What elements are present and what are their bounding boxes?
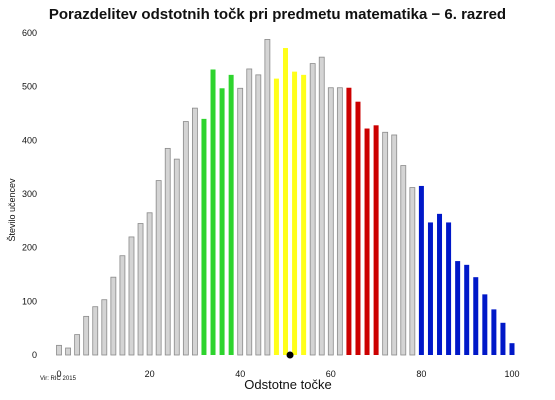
bar	[455, 261, 461, 355]
bar	[473, 277, 479, 355]
bar	[446, 222, 452, 355]
x-tick-label: 100	[504, 369, 519, 379]
bar	[128, 236, 135, 356]
bar	[65, 347, 71, 356]
y-axis-ticks: 0 100 200 300 400 500 600	[22, 28, 37, 360]
bar	[110, 276, 117, 356]
bar	[101, 299, 108, 356]
bar	[318, 56, 325, 356]
bar	[309, 63, 316, 356]
bar	[373, 125, 379, 355]
x-axis-title: Odstotne točke	[244, 377, 331, 392]
bar	[182, 121, 189, 356]
x-tick-label: 80	[416, 369, 426, 379]
bar	[427, 222, 433, 355]
bars-group	[56, 39, 515, 359]
bar	[246, 68, 253, 356]
x-axis-ticks: 0 20 40 60 80 100	[56, 369, 519, 379]
bar	[391, 134, 398, 356]
marker-dot	[286, 351, 294, 359]
chart-title: Porazdelitev odstotnih točk pri predmetu…	[48, 6, 507, 23]
bar	[155, 180, 162, 356]
bar	[437, 213, 443, 355]
y-tick-label: 300	[22, 189, 37, 199]
bar	[92, 306, 99, 356]
x-tick-label: 60	[326, 369, 336, 379]
bar	[327, 87, 334, 356]
bar	[264, 39, 271, 356]
bar	[464, 264, 470, 355]
bar	[292, 71, 298, 355]
bar	[364, 128, 370, 355]
bar	[400, 165, 407, 356]
bar	[228, 74, 234, 356]
bar	[56, 344, 62, 356]
bar	[482, 294, 488, 355]
bar	[409, 187, 416, 356]
bar	[418, 185, 424, 355]
y-tick-label: 600	[22, 28, 37, 38]
bar	[146, 212, 153, 356]
bar	[74, 334, 81, 356]
bar	[500, 322, 506, 355]
bar	[382, 131, 389, 356]
bar	[237, 87, 244, 356]
y-tick-label: 200	[22, 243, 37, 253]
y-tick-label: 400	[22, 135, 37, 145]
y-tick-label: 0	[32, 350, 37, 360]
y-tick-label: 100	[22, 296, 37, 306]
bar	[346, 87, 352, 356]
y-axis-title: Število učencev	[7, 178, 17, 242]
bar	[255, 74, 262, 356]
bar	[119, 255, 126, 356]
bar	[83, 315, 90, 356]
bar	[355, 101, 361, 355]
bar	[336, 87, 343, 356]
bar	[210, 69, 216, 356]
bar	[283, 48, 288, 355]
bar	[137, 223, 144, 356]
bar	[301, 74, 307, 356]
bar	[273, 78, 279, 356]
bar	[491, 309, 497, 355]
bar	[164, 147, 171, 356]
bar	[201, 118, 207, 356]
bar	[191, 107, 198, 356]
bar	[509, 343, 515, 355]
y-tick-label: 500	[22, 82, 37, 92]
x-tick-label: 0	[56, 369, 61, 379]
bar	[219, 88, 225, 355]
bar	[173, 158, 180, 356]
x-tick-label: 40	[235, 369, 245, 379]
x-tick-label: 20	[145, 369, 155, 379]
source-note: Vir: RIC 2015	[40, 376, 76, 382]
